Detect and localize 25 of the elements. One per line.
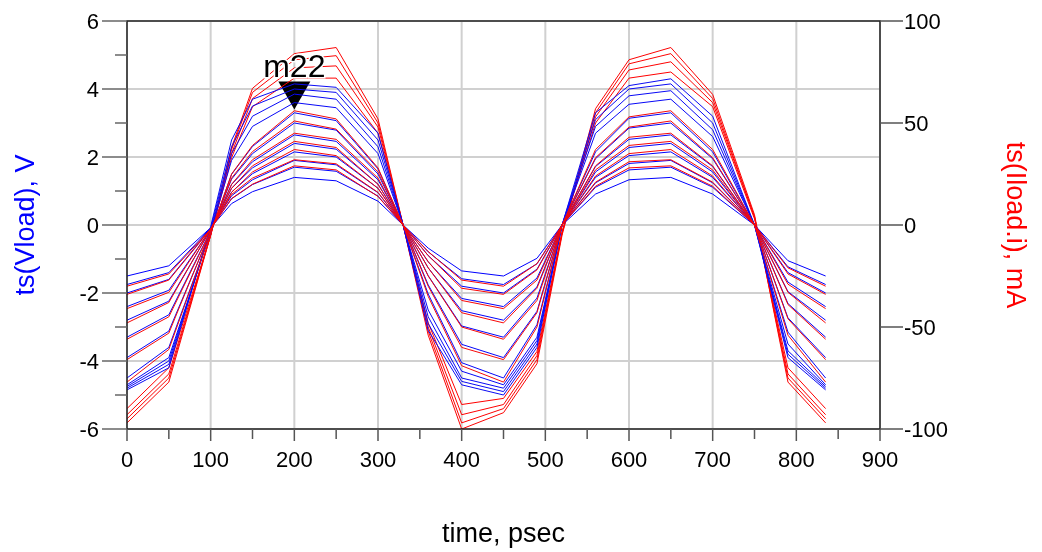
- y2-tick-label: 50: [904, 110, 929, 136]
- x-tick-label: 300: [359, 447, 397, 472]
- y2-tick-label: -100: [904, 416, 949, 442]
- x-tick-label: 100: [192, 447, 230, 472]
- x-tick-label: 800: [777, 447, 815, 472]
- y2-tick-label: 100: [904, 8, 941, 34]
- y2-tick-label: 0: [904, 212, 917, 238]
- y-tick-label: 2: [86, 144, 99, 170]
- x-tick-label: 600: [610, 447, 648, 472]
- y2-axis-title: ts(Iload.i), mA: [1001, 141, 1031, 309]
- y2-tick-label: -50: [904, 314, 936, 340]
- y-tick-label: -6: [79, 416, 99, 442]
- y-tick-label: -4: [79, 348, 99, 374]
- x-tick-label: 400: [443, 447, 481, 472]
- y-tick-label: 0: [86, 212, 99, 238]
- x-tick-label: 900: [861, 447, 899, 472]
- x-tick-label: 700: [694, 447, 732, 472]
- y-tick-label: 6: [86, 8, 99, 34]
- y-tick-label: 4: [86, 76, 99, 102]
- x-tick-label: 0: [120, 447, 134, 472]
- x-tick-label: 200: [275, 447, 313, 472]
- y-tick-label: -2: [79, 280, 99, 306]
- x-axis-title: time, psec: [441, 518, 566, 548]
- y-axis-title: ts(Vload), V: [10, 154, 40, 296]
- x-tick-label: 500: [526, 447, 564, 472]
